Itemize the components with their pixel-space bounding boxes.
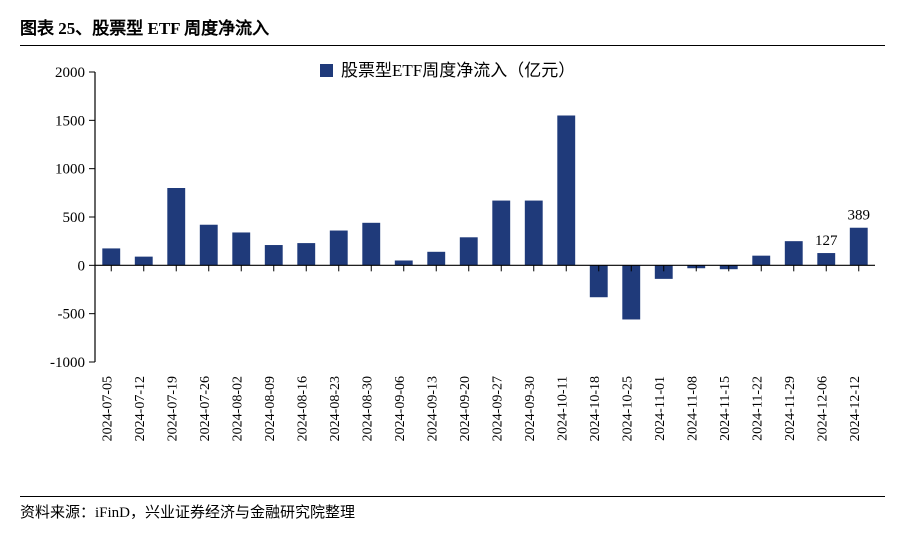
svg-text:1500: 1500	[55, 113, 85, 129]
svg-text:2024-11-15: 2024-11-15	[718, 376, 733, 441]
svg-text:2024-09-27: 2024-09-27	[490, 376, 505, 441]
svg-text:2024-10-11: 2024-10-11	[555, 376, 570, 441]
svg-text:0: 0	[78, 258, 86, 274]
svg-text:2024-09-30: 2024-09-30	[523, 376, 538, 441]
svg-text:2024-07-26: 2024-07-26	[198, 376, 213, 441]
svg-text:2000: 2000	[55, 65, 85, 81]
bar-chart: -1000 -500 0 500 1000 1500 2000 2024-07-05 2024-…	[20, 52, 885, 492]
svg-text:2024-09-13: 2024-09-13	[425, 376, 440, 441]
svg-text:2024-11-08: 2024-11-08	[685, 376, 700, 441]
svg-text:2024-12-12: 2024-12-12	[848, 376, 863, 441]
chart-title: 图表 25、股票型 ETF 周度净流入	[20, 10, 885, 45]
chart-container: -1000 -500 0 500 1000 1500 2000 2024-07-05 2024-…	[20, 52, 885, 492]
svg-text:2024-08-02: 2024-08-02	[230, 376, 245, 441]
svg-text:-1000: -1000	[50, 355, 85, 371]
svg-text:2024-08-30: 2024-08-30	[360, 376, 375, 441]
svg-text:389: 389	[848, 208, 871, 224]
svg-text:2024-12-06: 2024-12-06	[815, 376, 830, 441]
svg-text:2024-11-29: 2024-11-29	[783, 376, 798, 441]
svg-text:2024-11-22: 2024-11-22	[750, 376, 765, 441]
svg-text:500: 500	[63, 210, 86, 226]
svg-text:股票型ETF周度净流入（亿元）: 股票型ETF周度净流入（亿元）	[341, 61, 575, 80]
svg-text:2024-09-20: 2024-09-20	[458, 376, 473, 441]
svg-text:2024-11-01: 2024-11-01	[653, 376, 668, 441]
svg-text:127: 127	[815, 233, 838, 249]
svg-text:2024-10-25: 2024-10-25	[620, 376, 635, 441]
svg-text:1000: 1000	[55, 162, 85, 178]
svg-text:2024-07-19: 2024-07-19	[165, 376, 180, 441]
svg-text:2024-08-23: 2024-08-23	[328, 376, 343, 441]
svg-text:2024-10-18: 2024-10-18	[588, 376, 603, 441]
svg-text:2024-08-09: 2024-08-09	[263, 376, 278, 441]
chart-source: 资料来源：iFinD，兴业证券经济与金融研究院整理	[20, 497, 885, 522]
svg-text:2024-09-06: 2024-09-06	[393, 376, 408, 441]
svg-text:-500: -500	[58, 307, 86, 323]
top-rule	[20, 45, 885, 46]
svg-text:2024-08-16: 2024-08-16	[295, 376, 310, 441]
svg-text:2024-07-12: 2024-07-12	[133, 376, 148, 441]
svg-text:2024-07-05: 2024-07-05	[100, 376, 115, 441]
